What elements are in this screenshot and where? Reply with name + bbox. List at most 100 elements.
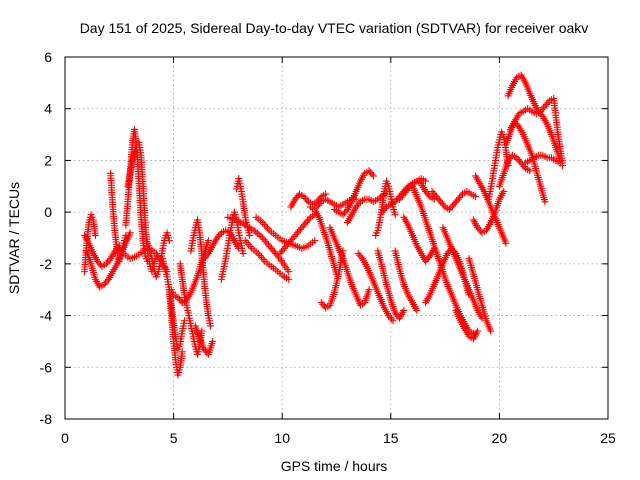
data-point bbox=[537, 111, 545, 119]
data-point bbox=[340, 209, 348, 217]
data-point bbox=[253, 229, 261, 237]
data-point bbox=[260, 236, 268, 244]
data-point bbox=[291, 195, 299, 203]
data-point bbox=[239, 250, 247, 258]
data-point bbox=[453, 197, 461, 205]
data-point bbox=[95, 259, 103, 267]
data-point bbox=[291, 232, 299, 240]
data-point bbox=[352, 203, 360, 211]
data-point bbox=[273, 251, 281, 259]
data-point bbox=[438, 200, 446, 208]
data-point bbox=[200, 255, 208, 263]
x-tick-label: 15 bbox=[383, 430, 399, 446]
data-point bbox=[440, 201, 448, 209]
x-tick-label: 0 bbox=[61, 430, 69, 446]
data-point bbox=[103, 277, 111, 285]
data-point bbox=[424, 191, 432, 199]
series-arc-33 bbox=[391, 247, 421, 314]
series-arc-14 bbox=[191, 322, 217, 358]
data-point bbox=[368, 170, 376, 178]
data-point bbox=[198, 327, 206, 335]
x-tick-label: 20 bbox=[492, 430, 508, 446]
data-point bbox=[504, 156, 512, 164]
data-point bbox=[406, 183, 414, 191]
x-tick-label: 10 bbox=[274, 430, 290, 446]
data-point bbox=[457, 192, 465, 200]
x-tick-label: 25 bbox=[600, 430, 616, 446]
data-point bbox=[447, 204, 455, 212]
data-point bbox=[282, 243, 290, 251]
series-arc-43 bbox=[472, 172, 510, 247]
y-tick-labels: -8 -6 -4 -2 0 2 4 6 bbox=[40, 49, 53, 427]
data-point bbox=[207, 322, 215, 330]
y-tick-label: -4 bbox=[40, 308, 53, 324]
series-arc-39 bbox=[439, 224, 486, 322]
series-arc-16 bbox=[217, 208, 247, 283]
x-tick-label: 5 bbox=[170, 430, 178, 446]
series-arc-12 bbox=[176, 260, 206, 358]
axis-ticks bbox=[64, 56, 609, 420]
series-arc-10 bbox=[165, 286, 186, 379]
data-point bbox=[423, 189, 431, 197]
data-point bbox=[423, 256, 431, 264]
series-arc-40 bbox=[452, 306, 482, 343]
data-point bbox=[262, 237, 270, 245]
data-point bbox=[293, 193, 301, 201]
data-point bbox=[422, 177, 430, 185]
data-point bbox=[313, 203, 321, 211]
data-point bbox=[386, 313, 394, 321]
data-point bbox=[506, 155, 514, 163]
series-arc-47 bbox=[504, 71, 564, 164]
data-point bbox=[201, 347, 209, 355]
data-point bbox=[285, 239, 293, 247]
data-point bbox=[299, 222, 307, 230]
data-point bbox=[214, 232, 222, 240]
data-point bbox=[500, 187, 508, 195]
data-point bbox=[456, 193, 464, 201]
data-point bbox=[266, 243, 274, 251]
data-point bbox=[365, 167, 373, 175]
series-arc-03 bbox=[83, 229, 134, 291]
data-point bbox=[292, 231, 300, 239]
data-point bbox=[511, 118, 519, 126]
data-point bbox=[514, 121, 521, 129]
data-point bbox=[448, 202, 456, 210]
data-point bbox=[319, 300, 327, 308]
data-point bbox=[277, 248, 285, 256]
data-point bbox=[289, 234, 297, 242]
data-point bbox=[276, 250, 284, 258]
data-point bbox=[413, 306, 421, 314]
data-point bbox=[178, 348, 186, 356]
series-arc-30 bbox=[372, 177, 399, 239]
series-arc-23 bbox=[306, 203, 340, 278]
data-point bbox=[558, 162, 566, 170]
data-point bbox=[286, 237, 294, 245]
data-point bbox=[296, 225, 304, 233]
data-point bbox=[400, 306, 408, 314]
data-point bbox=[520, 162, 528, 170]
data-point bbox=[422, 257, 430, 265]
data-point bbox=[526, 167, 534, 175]
data-point bbox=[293, 229, 301, 237]
series-arc-36 bbox=[409, 182, 477, 338]
data-point bbox=[91, 231, 99, 239]
data-point bbox=[105, 256, 113, 264]
data-point bbox=[314, 201, 322, 209]
data-point bbox=[395, 195, 403, 203]
data-point bbox=[394, 194, 402, 202]
data-point bbox=[200, 345, 208, 353]
data-point bbox=[512, 119, 520, 127]
data-point bbox=[393, 196, 401, 204]
y-tick-label: -8 bbox=[40, 411, 53, 427]
data-point bbox=[391, 198, 399, 206]
data-point bbox=[165, 237, 173, 245]
y-tick-label: -6 bbox=[40, 359, 53, 375]
data-point bbox=[428, 187, 436, 195]
data-point bbox=[422, 187, 430, 195]
plot-frame bbox=[64, 56, 609, 420]
data-point bbox=[201, 253, 209, 261]
data-point bbox=[519, 161, 527, 169]
data-point bbox=[380, 206, 388, 214]
data-point bbox=[445, 206, 453, 214]
data-point bbox=[213, 234, 221, 242]
